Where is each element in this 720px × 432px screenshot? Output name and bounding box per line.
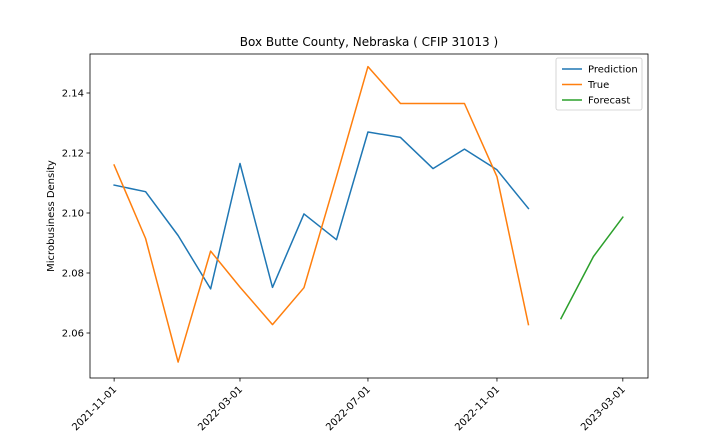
legend-label-prediction: Prediction — [588, 65, 638, 76]
series-layer — [113, 65, 624, 363]
legend: Prediction True Forecast — [555, 57, 643, 111]
plot-frame — [89, 53, 649, 379]
y-tick-label: 2.08 — [62, 269, 84, 280]
series-line-prediction — [113, 131, 530, 290]
legend-label-true: True — [587, 80, 609, 91]
series-forecast — [559, 216, 624, 320]
y-tick-label: 2.12 — [62, 149, 84, 160]
y-tick-label: 2.14 — [62, 89, 84, 100]
legend-box — [555, 57, 643, 111]
series-true — [113, 65, 530, 363]
y-tick-label: 2.10 — [62, 209, 84, 220]
y-tick-label: 2.06 — [62, 329, 84, 340]
legend-label-forecast: Forecast — [588, 96, 630, 107]
series-prediction — [113, 131, 530, 290]
y-axis: 2.06 2.08 2.10 2.12 2.14 — [62, 89, 90, 340]
y-axis-label: Microbusiness Density — [46, 160, 57, 272]
series-line-true — [113, 65, 530, 363]
chart-title: Box Butte County, Nebraska ( CFIP 31013 … — [240, 35, 498, 49]
series-line-forecast — [559, 216, 624, 320]
plot-area — [90, 54, 648, 378]
